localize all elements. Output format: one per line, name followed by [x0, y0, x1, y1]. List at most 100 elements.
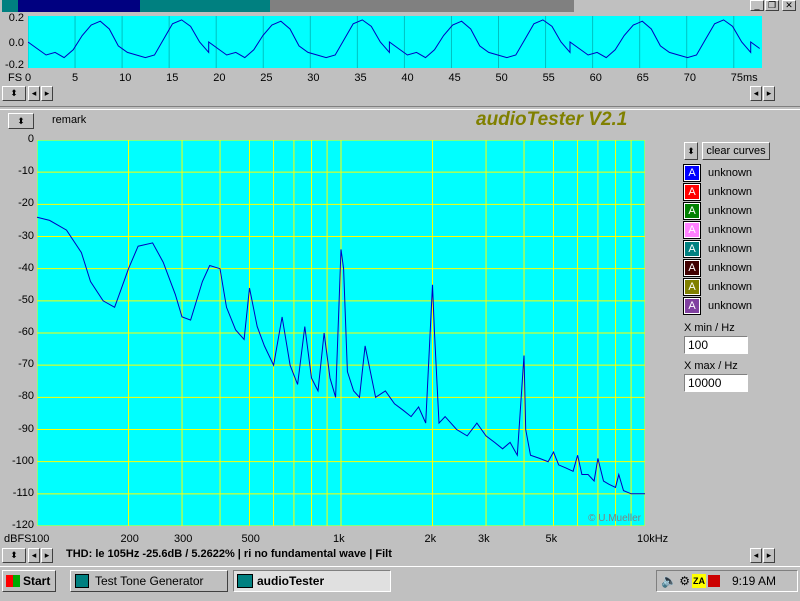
- spectrum-y-tick: -70: [18, 358, 34, 371]
- scope-x-tick: 65: [636, 72, 649, 84]
- spectrum-y-tick: -10: [18, 165, 34, 178]
- taskbar-item-label: audioTester: [257, 574, 325, 588]
- remark-label: remark: [52, 114, 87, 126]
- xmax-input[interactable]: [684, 374, 748, 392]
- close-button[interactable]: ✕: [782, 0, 796, 11]
- spectrum-x-tick: 300: [174, 533, 193, 545]
- start-label: Start: [23, 574, 51, 588]
- divider: [0, 106, 800, 110]
- scope-right-button[interactable]: ▸: [41, 86, 53, 101]
- scope-x-tick: 70: [683, 72, 696, 84]
- taskbar-item-test-tone-generator[interactable]: Test Tone Generator: [70, 570, 228, 592]
- clear-curves-button[interactable]: clear curves: [702, 142, 770, 160]
- minimize-button[interactable]: _: [750, 0, 764, 11]
- spectrum-x-tick: 1k: [333, 533, 345, 545]
- curve-color-swatch[interactable]: A: [684, 183, 700, 200]
- spectrum-right-right-button[interactable]: ▸: [763, 548, 775, 563]
- scope-left-button[interactable]: ◂: [28, 86, 40, 101]
- scope-y-tick: 0.0: [8, 37, 24, 49]
- scope-right-left-button[interactable]: ◂: [750, 86, 762, 101]
- spectrum-plot: © U.Mueller: [37, 140, 645, 526]
- scope-x-tick: 55: [542, 72, 555, 84]
- scope-x-tick: 50: [495, 72, 508, 84]
- curve-label: unknown: [708, 185, 753, 198]
- scope-x-tick: 20: [213, 72, 226, 84]
- scope-y-tick: 0.2: [8, 12, 24, 24]
- spectrum-y-tick: -100: [11, 454, 34, 467]
- spectrum-y-tick: -30: [18, 229, 34, 242]
- curve-color-swatch[interactable]: A: [684, 202, 700, 219]
- scope-x-tick: 10: [119, 72, 132, 84]
- title-segment-gray: [270, 0, 574, 12]
- spectrum-x-tick: 10kHz: [637, 533, 669, 545]
- curve-color-swatch[interactable]: A: [684, 221, 700, 238]
- spectrum-svg: [37, 140, 645, 526]
- scope-x-tick: 0: [25, 72, 32, 84]
- spectrum-curve: [37, 216, 645, 495]
- spectrum-y-tick: -120: [11, 519, 34, 531]
- spectrum-y-tick: -60: [18, 326, 34, 338]
- app-title: audioTester V2.1: [476, 109, 628, 130]
- spectrum-left-button[interactable]: ◂: [28, 548, 40, 563]
- scope-x-tick: 75ms: [730, 72, 758, 84]
- curve-label: unknown: [708, 299, 753, 312]
- system-tray: 🔈 ⚙ ZA 9:19 AM: [656, 570, 798, 592]
- scope-x-tick: 5: [72, 72, 79, 84]
- spectrum-x-tick: 500: [241, 533, 260, 545]
- curve-color-swatch[interactable]: A: [684, 164, 700, 181]
- restore-button[interactable]: ❐: [765, 0, 779, 11]
- scope-x-tick: 40: [401, 72, 414, 84]
- spectrum-x-tick: 3k: [478, 533, 490, 545]
- spectrum-y-tick: -40: [18, 261, 34, 274]
- xmin-input[interactable]: [684, 336, 748, 354]
- curve-label: unknown: [708, 204, 753, 217]
- status-text: THD: le 105Hz -25.6dB / 5.2622% | ri no …: [66, 548, 392, 560]
- language-icon[interactable]: ZA: [691, 574, 706, 588]
- xmin-label: X min / Hz: [684, 322, 735, 334]
- title-bar: _ ❐ ✕: [0, 0, 800, 12]
- taskbar-item-label: Test Tone Generator: [95, 574, 204, 588]
- spectrum-y-ticks: 0 -10 -20 -30 -40 -50 -60 -70 -80 -90 -100 -110 -120: [0, 0, 36, 600]
- scope-y-labels: 0.2 0.0 -0.2: [0, 12, 28, 72]
- spectrum-y-tick: -80: [18, 390, 34, 403]
- clock: 9:19 AM: [731, 574, 776, 588]
- curve-color-swatch[interactable]: A: [684, 278, 700, 295]
- spectrum-unit-label: dBFS: [4, 533, 32, 545]
- speaker-icon[interactable]: 🔈: [661, 573, 678, 588]
- spectrum-right-button[interactable]: ▸: [41, 548, 53, 563]
- remark-updown-button[interactable]: ⬍: [8, 113, 34, 129]
- curve-color-swatch[interactable]: A: [684, 259, 700, 276]
- curve-color-swatch[interactable]: A: [684, 240, 700, 257]
- scope-x-tick: 15: [166, 72, 179, 84]
- network-icon[interactable]: ⚙: [679, 574, 690, 588]
- scope-updown-button[interactable]: ⬍: [2, 86, 26, 101]
- audiotester-app-icon: [237, 574, 253, 588]
- spectrum-y-tick: -110: [12, 486, 34, 499]
- spectrum-right-left-button[interactable]: ◂: [750, 548, 762, 563]
- spectrum-y-tick: 0: [27, 133, 34, 145]
- xmax-label: X max / Hz: [684, 360, 738, 372]
- curve-label: unknown: [708, 280, 753, 293]
- tray-app-icon[interactable]: [707, 575, 720, 587]
- curve-color-swatch[interactable]: A: [684, 297, 700, 314]
- scope-right-right-button[interactable]: ▸: [763, 86, 775, 101]
- title-segment-dark: [18, 0, 140, 12]
- taskbar-item-audiotester[interactable]: audioTester: [233, 570, 391, 592]
- scope-x-tick: 60: [589, 72, 602, 84]
- spectrum-x-ticks: 100 200 300 500 1k 2k 3k 5k 10kHz: [0, 533, 800, 547]
- spectrum-y-tick: -50: [18, 293, 34, 306]
- app-icon: [2, 0, 18, 12]
- scope-svg: [28, 16, 760, 68]
- spectrum-updown-button[interactable]: ⬍: [2, 548, 26, 563]
- scope-x-tick: 30: [307, 72, 320, 84]
- curves-updown-button[interactable]: ⬍: [684, 142, 698, 160]
- start-button[interactable]: Start: [2, 570, 56, 592]
